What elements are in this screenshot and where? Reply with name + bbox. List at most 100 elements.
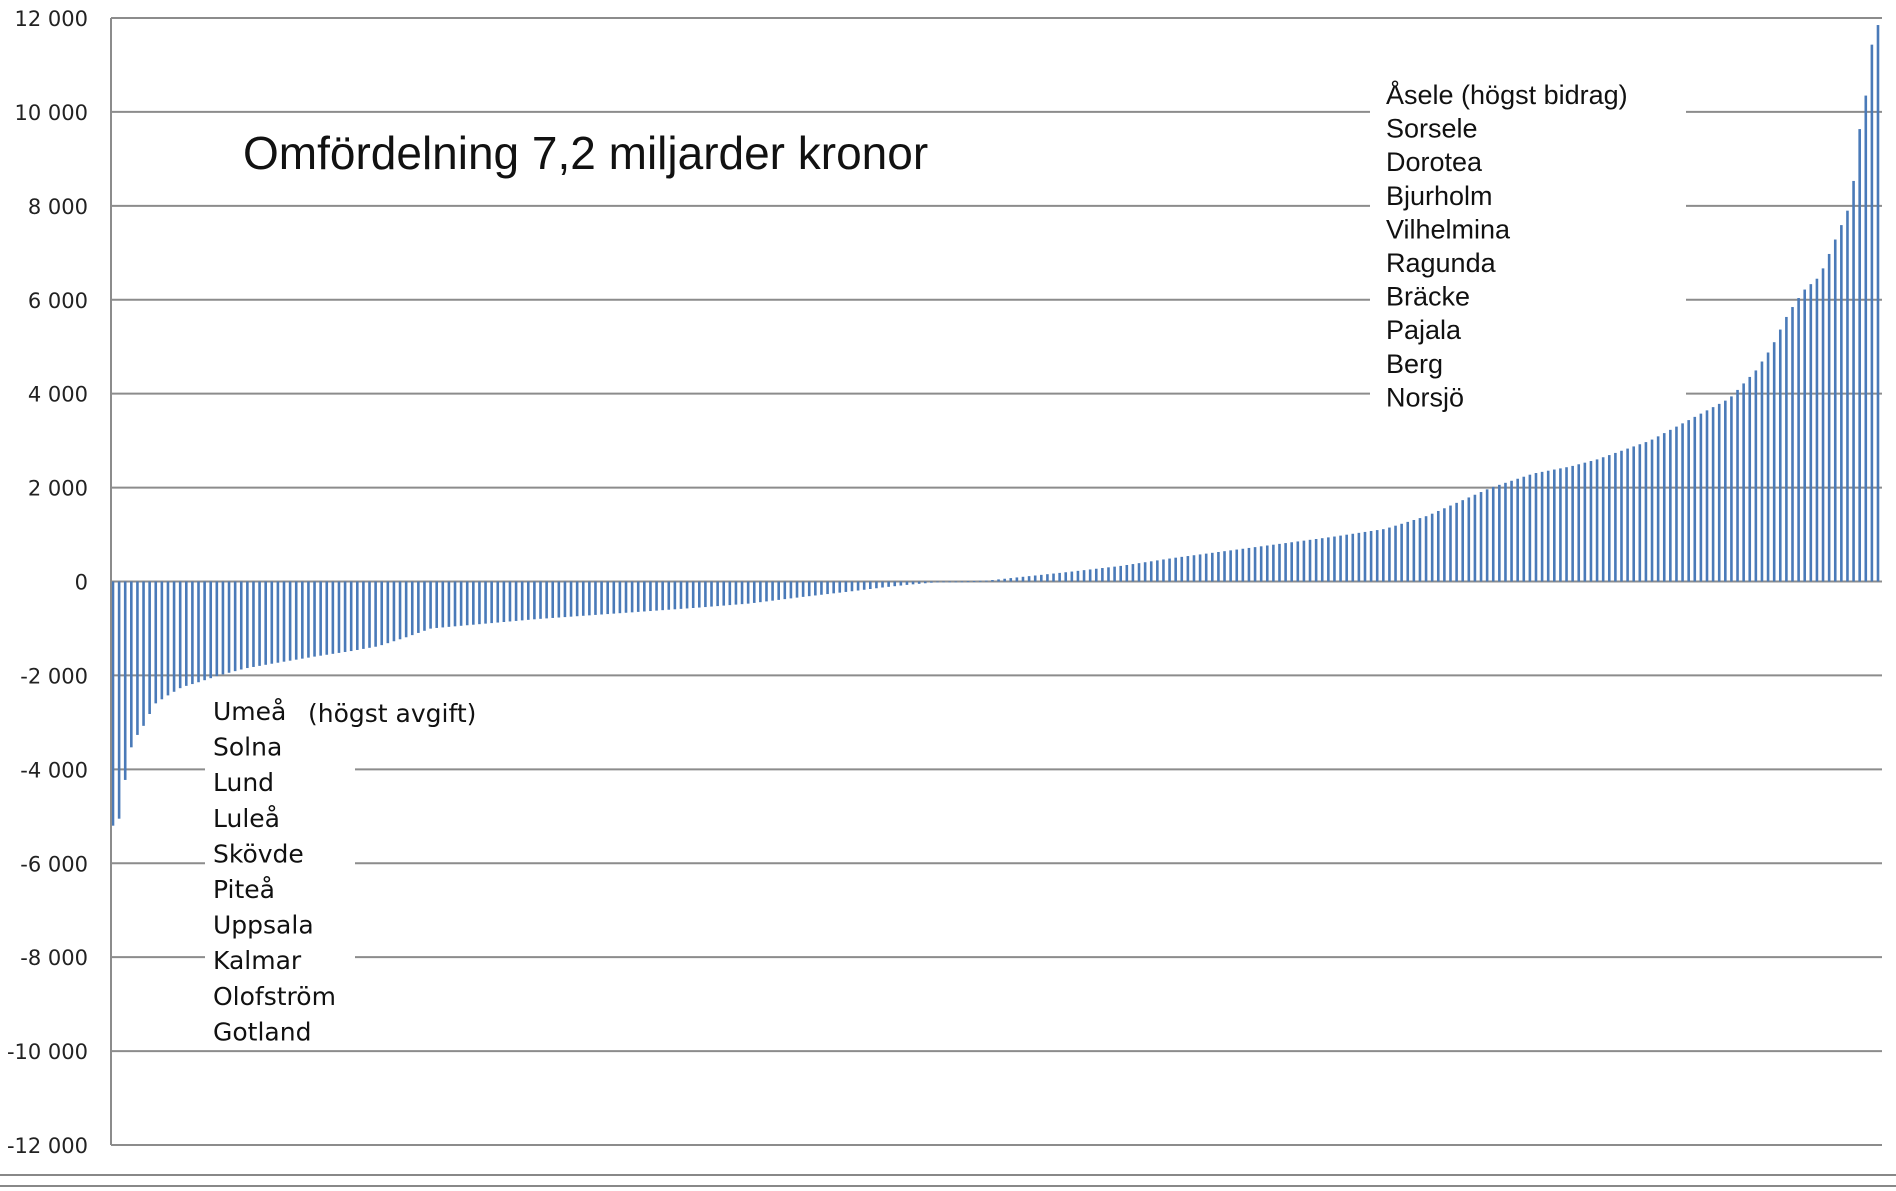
bar (264, 581, 267, 665)
bar (1394, 525, 1397, 582)
bar (1498, 484, 1501, 582)
bar (246, 581, 249, 669)
bottom-annotation-label: Solna (213, 733, 282, 762)
bar (930, 581, 933, 583)
bar (130, 581, 133, 748)
bar (1461, 500, 1465, 582)
bar (1846, 210, 1849, 582)
bar (1772, 342, 1776, 582)
y-tick-label: 6 000 (28, 289, 88, 313)
bar (362, 581, 365, 649)
bar (1101, 568, 1104, 582)
bar (1131, 564, 1135, 582)
bar (1137, 563, 1141, 582)
bar (1406, 521, 1410, 582)
bar (588, 581, 591, 616)
top-annotation-label: Bräcke (1386, 282, 1470, 312)
bar (917, 581, 921, 584)
y-tick-label: -10 000 (7, 1040, 88, 1064)
bar (985, 580, 988, 582)
bar (655, 581, 658, 611)
bar (539, 581, 542, 619)
bar (1094, 568, 1098, 582)
bar (1467, 497, 1471, 582)
bar (972, 581, 976, 582)
y-axis-tick-labels: 12 000 10 000 8 000 6 000 4 000 2 000 0 -2 000 -… (7, 7, 88, 1158)
bar (459, 581, 463, 626)
bar (1320, 538, 1324, 582)
bar (1687, 420, 1690, 582)
bar (905, 581, 909, 585)
bar (783, 581, 787, 600)
y-tick-label: 0 (75, 571, 88, 595)
bar (227, 581, 231, 673)
bar (1699, 413, 1703, 582)
chart-title: Omfördelning 7,2 miljarder kronor (243, 127, 928, 179)
bar (398, 581, 402, 640)
bar (875, 581, 878, 589)
bottom-annotation-note: (högst avgift) (308, 699, 476, 728)
bar (630, 581, 634, 613)
bar (343, 581, 347, 652)
bar (887, 581, 890, 587)
bar (1760, 361, 1764, 582)
bar (142, 581, 145, 726)
bar (557, 581, 561, 618)
bar (1656, 436, 1660, 582)
bar (1290, 542, 1293, 582)
bar (1614, 452, 1617, 582)
bar (575, 581, 579, 617)
bottom-annotation-label: Piteå (213, 875, 275, 904)
bar (826, 581, 829, 595)
bar (1620, 450, 1623, 582)
bottom-annotation-label: Luleå (213, 804, 280, 833)
bar (1870, 44, 1874, 582)
bar (1516, 478, 1519, 582)
bar (1418, 518, 1422, 582)
bar (1479, 492, 1483, 582)
bar (563, 581, 567, 618)
bar (759, 581, 762, 603)
y-tick-label: 12 000 (15, 7, 88, 31)
bar (1681, 423, 1684, 582)
bar (1217, 551, 1220, 582)
bar (1864, 95, 1868, 582)
bar (1791, 307, 1794, 582)
bar (923, 581, 927, 584)
bar (160, 581, 164, 700)
bar (881, 581, 884, 588)
bar (166, 581, 170, 696)
bar (191, 581, 194, 685)
bar (606, 581, 609, 615)
top-annotation-label: Åsele (högst bidrag) (1386, 79, 1628, 110)
bar (1797, 298, 1800, 582)
bar (1027, 576, 1031, 582)
bar (1650, 439, 1654, 582)
top-annotation-label: Vilhelmina (1386, 214, 1511, 244)
bar (997, 579, 1000, 582)
bar (795, 581, 799, 598)
bar (490, 581, 493, 624)
bar (288, 581, 292, 661)
bar (1748, 376, 1752, 582)
bar (1821, 268, 1825, 582)
bar (423, 581, 426, 631)
bar (685, 581, 689, 609)
bar (856, 581, 860, 591)
bar (624, 581, 628, 613)
bar (1577, 464, 1581, 582)
bar (1626, 448, 1629, 582)
bar (111, 581, 115, 826)
bar (1192, 555, 1196, 582)
bar (1815, 278, 1819, 582)
bar (1388, 527, 1391, 582)
bar (1253, 547, 1257, 582)
bar (1033, 575, 1037, 582)
bar (581, 581, 585, 616)
bar (325, 581, 329, 655)
bar (301, 581, 304, 659)
bar (1229, 550, 1232, 582)
bar (453, 581, 457, 627)
bar (374, 581, 377, 647)
